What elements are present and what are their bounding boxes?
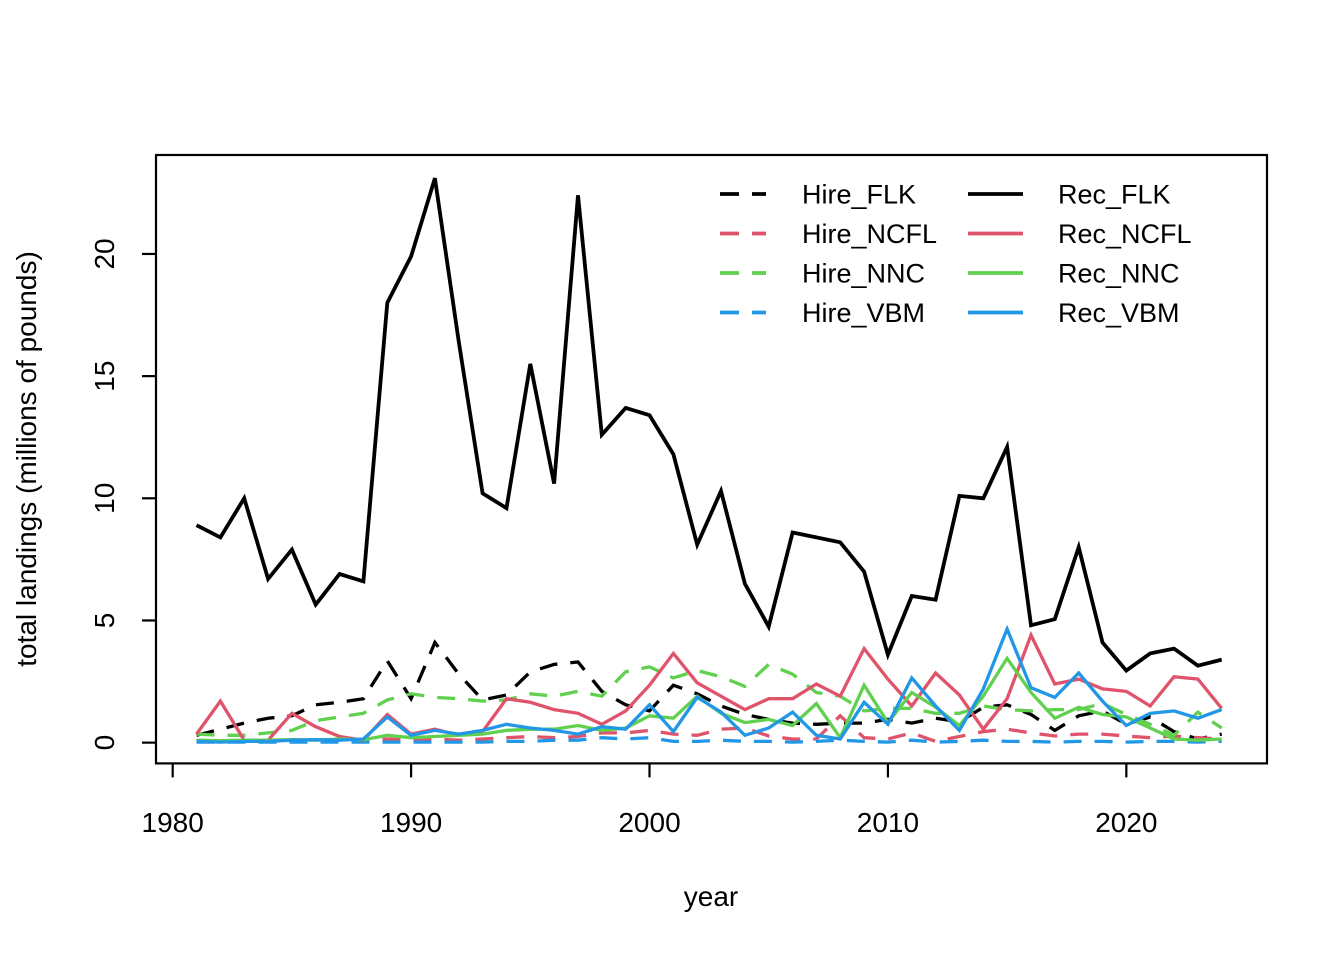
series-line-Rec_FLK <box>195 177 1223 674</box>
y-tick-label: 20 <box>89 238 120 269</box>
legend-label-Rec_NCFL: Rec_NCFL <box>1058 219 1192 249</box>
legend-label-Rec_FLK: Rec_FLK <box>1058 180 1171 210</box>
plot-frame <box>154 153 1269 765</box>
x-tick-label: 1980 <box>142 807 204 838</box>
legend-label-Hire_FLK: Hire_FLK <box>802 180 916 210</box>
series-line-Rec_NCFL <box>195 630 1223 742</box>
y-tick-label: 0 <box>89 735 120 751</box>
legend-label-Rec_NNC: Rec_NNC <box>1058 259 1180 289</box>
series-line-Hire_VBM <box>196 736 1222 744</box>
x-axis-title: year <box>684 881 738 912</box>
y-axis-title: total landings (millions of pounds) <box>11 251 42 667</box>
x-tick-label: 2010 <box>857 807 919 838</box>
series-line-Rec_VBM <box>196 624 1223 744</box>
legend-label-Hire_NCFL: Hire_NCFL <box>802 219 937 249</box>
series-line-Hire_FLK <box>196 639 1223 741</box>
plot-area: 1980 1990 2000 2010 2020 0 5 10 15 20 Hire_FLK Hire… <box>89 153 1269 838</box>
x-tick-label: 2000 <box>618 807 680 838</box>
series-line-Hire_NNC <box>196 662 1223 738</box>
y-tick-label: 15 <box>89 361 120 392</box>
y-tick-label: 10 <box>89 483 120 514</box>
y-tick-label: 5 <box>89 613 120 629</box>
x-tick-label: 1990 <box>380 807 442 838</box>
legend-label-Hire_NNC: Hire_NNC <box>802 259 925 289</box>
x-tick-label: 2020 <box>1095 807 1157 838</box>
legend-label-Rec_VBM: Rec_VBM <box>1058 298 1180 328</box>
legend-label-Hire_VBM: Hire_VBM <box>802 298 925 328</box>
